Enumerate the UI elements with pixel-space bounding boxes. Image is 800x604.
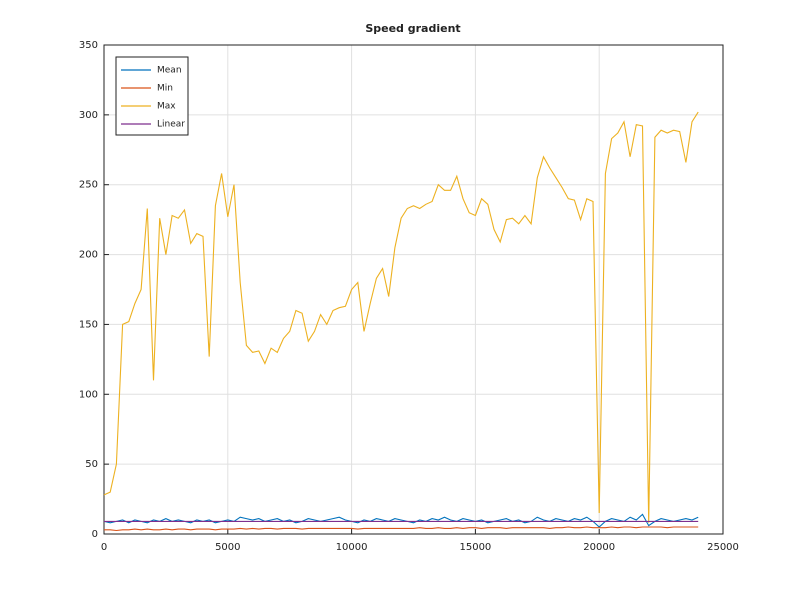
y-tick-label: 250: [79, 180, 98, 191]
legend-label: Max: [157, 102, 176, 112]
y-tick-label: 300: [79, 110, 98, 121]
y-tick-label: 150: [79, 319, 98, 330]
y-tick-label: 100: [79, 389, 98, 400]
legend-label: Linear: [157, 120, 185, 130]
x-tick-label: 20000: [583, 542, 615, 553]
legend-label: Mean: [157, 66, 182, 76]
data-line: [103, 111, 699, 523]
y-tick-label: 0: [92, 529, 98, 540]
x-tick-label: 25000: [707, 542, 739, 553]
x-tick-label: 5000: [215, 542, 240, 553]
legend: Mean Min Max Linear: [115, 56, 189, 136]
y-tick-label: 350: [79, 40, 98, 51]
legend-label: Min: [157, 84, 173, 94]
data-line: [104, 526, 699, 532]
chart-title: Speed gradient: [365, 22, 460, 35]
x-tick-label: 10000: [336, 542, 368, 553]
plot-frame: [103, 44, 724, 535]
x-tick-label: 15000: [459, 542, 491, 553]
x-tick-label: 0: [101, 542, 107, 553]
y-tick-label: 50: [85, 459, 98, 470]
y-tick-label: 200: [79, 250, 98, 261]
